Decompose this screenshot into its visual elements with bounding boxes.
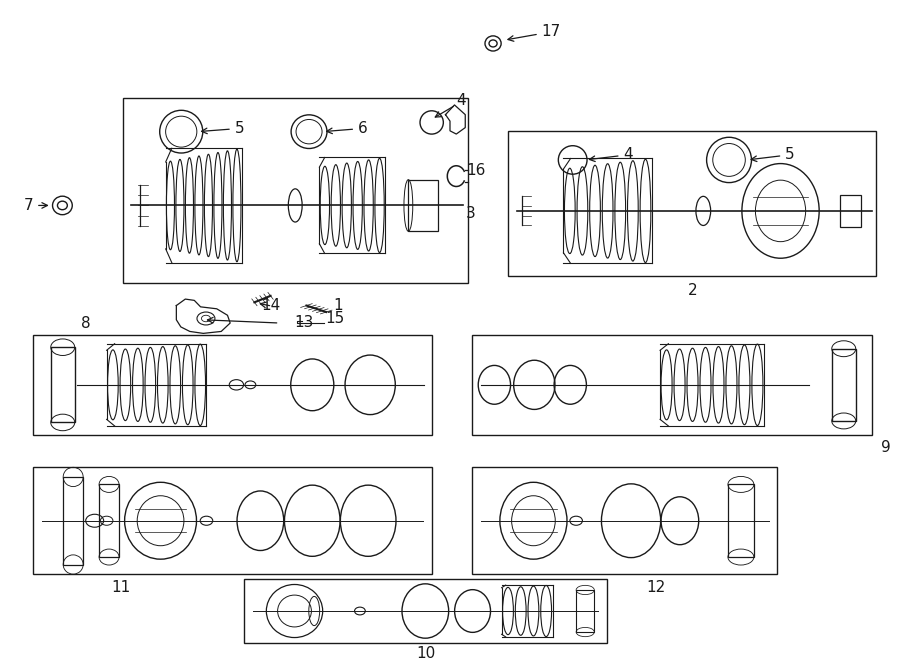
Bar bbox=[50, 347, 75, 422]
Bar bbox=[576, 590, 594, 632]
Text: 5: 5 bbox=[752, 147, 795, 162]
Text: 4: 4 bbox=[590, 147, 633, 162]
Text: 12: 12 bbox=[646, 580, 665, 594]
Text: 6: 6 bbox=[327, 121, 368, 136]
Text: 9: 9 bbox=[881, 440, 890, 455]
Text: 11: 11 bbox=[111, 580, 130, 594]
Text: 5: 5 bbox=[202, 121, 245, 136]
Text: 14: 14 bbox=[261, 298, 280, 313]
Bar bbox=[32, 334, 432, 435]
Bar bbox=[728, 485, 754, 557]
Text: 4: 4 bbox=[456, 93, 465, 108]
Text: 16: 16 bbox=[466, 163, 485, 178]
Text: 2: 2 bbox=[688, 283, 698, 298]
Text: 15: 15 bbox=[326, 311, 345, 326]
Bar bbox=[122, 98, 468, 283]
Text: 1: 1 bbox=[333, 298, 343, 313]
Text: 10: 10 bbox=[416, 646, 436, 660]
Bar bbox=[472, 467, 778, 574]
Bar bbox=[63, 477, 83, 564]
Bar bbox=[409, 180, 437, 231]
Text: 17: 17 bbox=[508, 24, 561, 41]
Bar bbox=[832, 349, 856, 421]
Bar bbox=[99, 485, 119, 557]
Text: 3: 3 bbox=[466, 206, 476, 221]
Text: 7: 7 bbox=[23, 198, 48, 213]
Text: 13: 13 bbox=[294, 315, 313, 330]
Bar bbox=[32, 467, 432, 574]
Bar bbox=[472, 334, 872, 435]
Text: 8: 8 bbox=[81, 315, 91, 330]
Bar bbox=[244, 578, 607, 643]
Bar bbox=[841, 195, 860, 227]
Bar bbox=[508, 131, 877, 276]
